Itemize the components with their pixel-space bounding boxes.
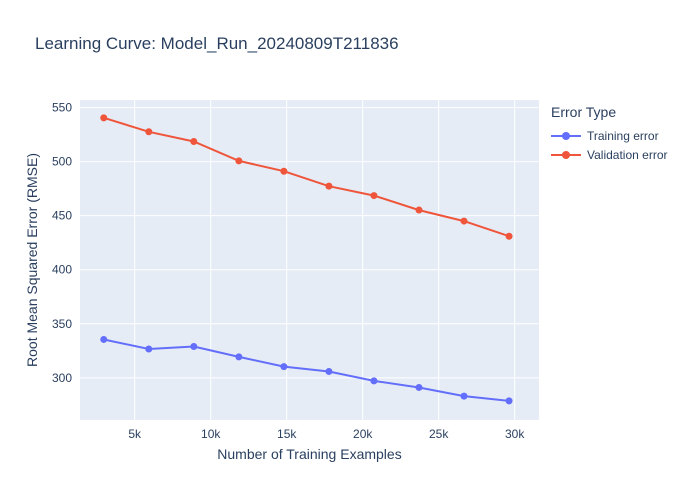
data-point-training-error xyxy=(280,363,288,371)
legend-swatch-validation-error xyxy=(551,150,581,160)
plot-background xyxy=(80,100,539,420)
legend-item-validation-error[interactable]: Validation error xyxy=(551,145,667,164)
data-point-validation-error xyxy=(280,167,288,175)
y-tick-label: 400 xyxy=(52,263,72,277)
y-axis-title: Root Mean Squared Error (RMSE) xyxy=(24,153,40,367)
data-point-validation-error xyxy=(325,182,333,190)
y-tick-label: 350 xyxy=(52,317,72,331)
y-tick-label: 450 xyxy=(52,209,72,223)
chart-title: Learning Curve: Model_Run_20240809T21183… xyxy=(35,34,399,53)
data-point-training-error xyxy=(145,345,153,353)
legend-swatch-training-error xyxy=(551,131,581,141)
legend-label-training-error: Training error xyxy=(587,128,659,143)
legend-item-training-error[interactable]: Training error xyxy=(551,126,667,145)
legend: Error Type Training error Validation err… xyxy=(551,104,667,164)
x-tick-label: 30k xyxy=(505,427,525,441)
data-point-training-error xyxy=(190,342,198,350)
data-point-training-error xyxy=(460,392,468,400)
data-point-training-error xyxy=(505,397,513,405)
data-point-training-error xyxy=(235,353,243,361)
data-point-training-error xyxy=(100,335,108,343)
y-tick-label: 300 xyxy=(52,371,72,385)
data-point-validation-error xyxy=(415,206,423,214)
x-tick-label: 20k xyxy=(353,427,373,441)
series-line-validation-error xyxy=(103,116,510,238)
x-tick-label: 15k xyxy=(277,427,297,441)
data-point-validation-error xyxy=(190,138,198,146)
x-axis-title: Number of Training Examples xyxy=(217,446,402,462)
data-point-training-error xyxy=(325,367,333,375)
data-point-validation-error xyxy=(145,128,153,136)
x-tick-label: 25k xyxy=(429,427,449,441)
data-point-validation-error xyxy=(460,217,468,225)
x-tick-label: 5k xyxy=(128,427,142,441)
legend-title: Error Type xyxy=(551,104,617,120)
data-point-validation-error xyxy=(505,232,513,240)
legend-label-validation-error: Validation error xyxy=(587,147,668,162)
data-point-training-error xyxy=(415,383,423,391)
x-tick-label: 10k xyxy=(201,427,221,441)
y-tick-label: 550 xyxy=(52,101,72,115)
data-point-training-error xyxy=(370,377,378,385)
data-point-validation-error xyxy=(370,192,378,200)
y-tick-label: 500 xyxy=(52,155,72,169)
series-line-training-error xyxy=(103,338,510,402)
data-point-validation-error xyxy=(235,157,243,165)
data-point-validation-error xyxy=(100,114,108,122)
